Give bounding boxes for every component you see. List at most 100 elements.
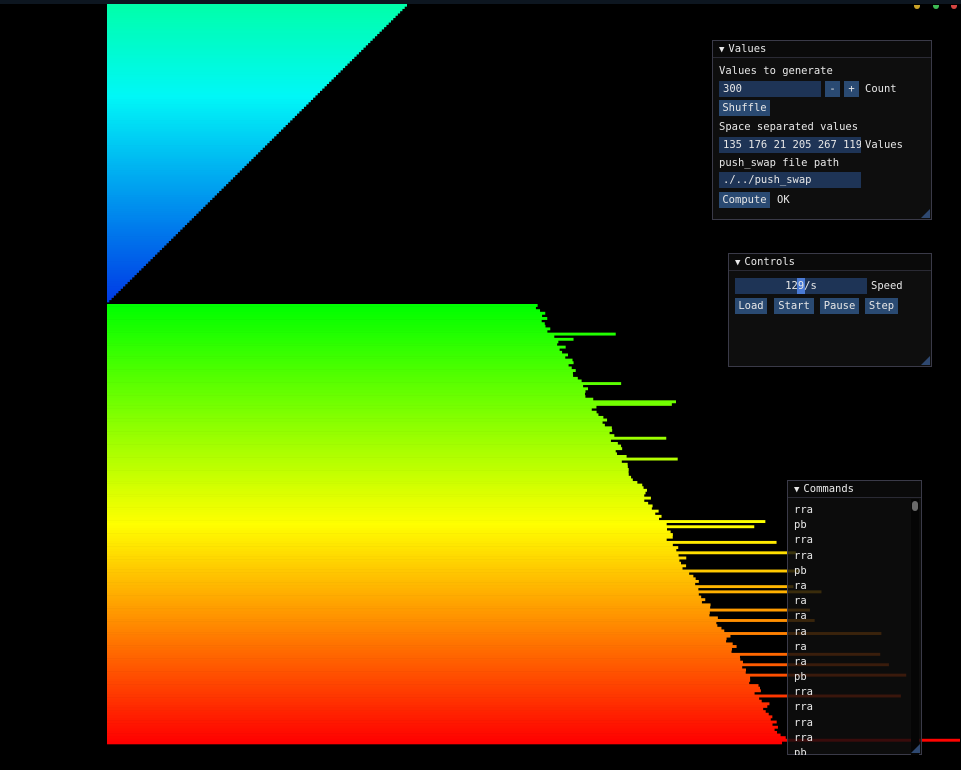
increment-button[interactable]: +: [844, 81, 859, 97]
stack-b-bar: [107, 660, 743, 664]
stack-a-bar: [107, 81, 330, 85]
load-button[interactable]: Load: [735, 298, 767, 314]
maximize-icon[interactable]: [932, 5, 939, 9]
stack-a-bar: [107, 108, 302, 112]
stack-a-bar: [107, 31, 380, 34]
commands-window[interactable]: ▼ Commands rra pb rra rra pb ra ra ra ra ra ra pb rra…: [787, 480, 922, 755]
stack-a-bar: [107, 56, 355, 59]
window-controls[interactable]: [908, 0, 957, 9]
stack-b-bar: [107, 595, 702, 599]
stack-b-bar: [107, 413, 599, 417]
stack-b-bar: [107, 686, 760, 690]
stack-a-bar: [107, 163, 247, 166]
stack-b-bar: [107, 697, 760, 701]
stack-b-bar: [107, 319, 542, 323]
stack-b-bar: [107, 689, 761, 693]
stack-a-bar: [107, 63, 348, 66]
stack-a-bar: [107, 247, 162, 251]
stack-b-bar: [107, 650, 732, 654]
speed-slider-grab[interactable]: [797, 278, 805, 294]
stack-b-bar: [107, 400, 676, 404]
stack-a-bar: [107, 288, 121, 292]
step-button[interactable]: Step: [865, 298, 898, 314]
stack-b-bar: [107, 712, 769, 716]
stack-b-bar: [107, 389, 586, 393]
stack-a-bar: [107, 117, 293, 121]
stack-a-bar: [107, 42, 369, 46]
stack-a-bar: [107, 69, 341, 73]
stack-b-bar: [107, 702, 770, 706]
commands-window-title[interactable]: ▼ Commands: [788, 481, 921, 498]
commands-list[interactable]: rra pb rra rra pb ra ra ra ra ra ra pb rra rra rra rra p…: [794, 503, 906, 755]
stack-b-bar: [107, 546, 679, 550]
stack-a-bar: [107, 140, 270, 144]
stack-a-bar: [107, 97, 314, 100]
stack-a-bar: [107, 170, 240, 173]
stack-b-bar: [107, 707, 764, 711]
scrollbar-thumb[interactable]: [912, 501, 918, 511]
stack-b-bar: [107, 356, 566, 359]
stack-b-bar: [107, 663, 889, 667]
stack-a-bar: [107, 67, 343, 71]
resize-grip[interactable]: [911, 744, 920, 753]
collapse-arrow-icon[interactable]: ▼: [794, 485, 800, 495]
stack-b-bar: [107, 363, 569, 367]
stack-b-bar: [107, 535, 673, 539]
decrement-button[interactable]: -: [825, 81, 840, 97]
stack-a-bar: [107, 226, 183, 230]
stack-a-bar: [107, 40, 371, 44]
shuffle-button[interactable]: Shuffle: [719, 100, 770, 116]
stack-a-bar: [107, 79, 332, 82]
stack-b-bar: [107, 455, 627, 458]
values-input[interactable]: 135 176 21 205 267 119: [719, 137, 861, 153]
path-input[interactable]: ./../push_swap: [719, 172, 861, 188]
stack-b-bar: [107, 572, 690, 576]
speed-slider[interactable]: 129/s: [735, 278, 867, 294]
command-item: pb: [794, 671, 807, 684]
stack-a-bar: [107, 115, 295, 119]
pause-button[interactable]: Pause: [820, 298, 859, 314]
stack-b-bar: [107, 324, 546, 328]
start-button[interactable]: Start: [774, 298, 814, 314]
stack-b-bar: [107, 332, 616, 336]
stack-a-bar: [107, 265, 144, 269]
close-icon[interactable]: [951, 5, 957, 9]
stack-b-bar: [107, 647, 732, 651]
stack-a-bar: [107, 156, 254, 160]
stack-b-bar: [107, 517, 660, 521]
stack-a-bar: [107, 188, 222, 191]
commands-scrollbar[interactable]: [911, 499, 919, 755]
stack-b-bar: [107, 322, 545, 326]
controls-window-title[interactable]: ▼ Controls: [729, 254, 931, 271]
stack-b-bar: [107, 553, 679, 557]
stack-b-bar: [107, 428, 613, 432]
stack-a-bar: [107, 76, 334, 80]
stack-a-bar: [107, 65, 346, 69]
stack-b-bar: [107, 619, 815, 622]
stack-b-bar: [107, 449, 616, 453]
command-item: rra: [794, 716, 813, 729]
stack-b-bar: [107, 632, 882, 635]
resize-grip[interactable]: [921, 209, 930, 218]
stack-b-bar: [107, 475, 632, 479]
stack-b-bar: [107, 564, 687, 568]
values-window-title[interactable]: ▼ Values: [713, 41, 931, 58]
minimize-icon[interactable]: [914, 5, 921, 9]
stack-a-bar: [107, 172, 238, 176]
collapse-arrow-icon[interactable]: ▼: [719, 45, 725, 55]
stack-b-bar: [107, 611, 710, 615]
stack-b-bar: [107, 330, 548, 333]
resize-grip[interactable]: [921, 356, 930, 365]
stack-a-bar: [107, 94, 316, 98]
stack-b-bar: [107, 642, 733, 646]
controls-window[interactable]: ▼ Controls 129/s Speed Load Start Pause S…: [728, 253, 932, 367]
collapse-arrow-icon[interactable]: ▼: [735, 258, 741, 268]
compute-button[interactable]: Compute: [719, 192, 770, 208]
stack-b-bar: [107, 725, 778, 729]
values-window[interactable]: ▼ Values Values to generate 300 - + Count…: [712, 40, 932, 220]
stack-a-bar: [107, 274, 135, 278]
stack-a-bar: [107, 211, 199, 214]
stack-b-bar: [107, 569, 800, 573]
stack-a-bar: [107, 213, 197, 216]
count-input[interactable]: 300: [719, 81, 821, 97]
